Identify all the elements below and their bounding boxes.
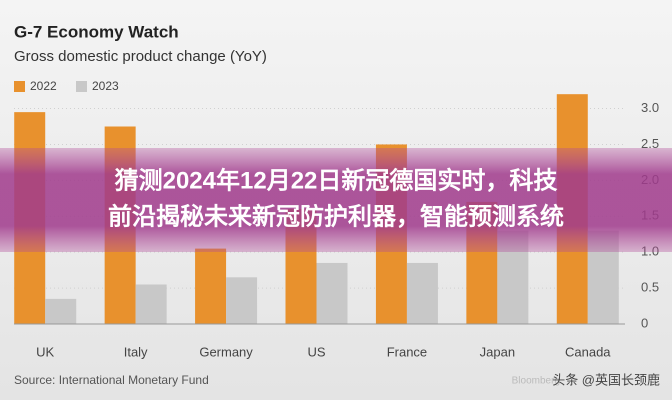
x-tick-label: UK [36, 344, 54, 359]
x-tick-label: Canada [565, 344, 611, 359]
banner-line: 前沿揭秘未来新冠防护利器，智能预测系统 [108, 202, 564, 230]
watermark: Bloomberg [512, 376, 560, 387]
chart-subtitle: Gross domestic product change (YoY) [14, 48, 267, 65]
legend-label: 2022 [30, 79, 57, 93]
banner-line: 猜测2024年12月22日新冠德国实时，科技 [114, 166, 559, 194]
x-tick-label: US [307, 344, 325, 359]
chart-title: G-7 Economy Watch [14, 22, 179, 41]
x-tick-label: Germany [199, 344, 253, 359]
x-tick-label: Japan [480, 344, 515, 359]
bar [135, 284, 167, 324]
bar [316, 262, 348, 324]
legend-swatch [76, 81, 87, 92]
y-tick-label: 0 [641, 315, 648, 330]
bar [195, 248, 227, 324]
legend-swatch [14, 81, 25, 92]
x-tick-label: France [387, 344, 427, 359]
bar [406, 262, 438, 324]
banner-band [0, 148, 672, 252]
credit: 头条 @英国长颈鹿 [552, 372, 660, 387]
bar [226, 277, 258, 324]
y-tick-label: 3.0 [641, 100, 659, 115]
legend-label: 2023 [92, 79, 119, 93]
source: Source: International Monetary Fund [14, 373, 209, 387]
bar [45, 298, 77, 324]
y-tick-label: 0.5 [641, 280, 659, 295]
x-tick-label: Italy [124, 344, 148, 359]
y-tick-label: 2.5 [641, 136, 659, 151]
